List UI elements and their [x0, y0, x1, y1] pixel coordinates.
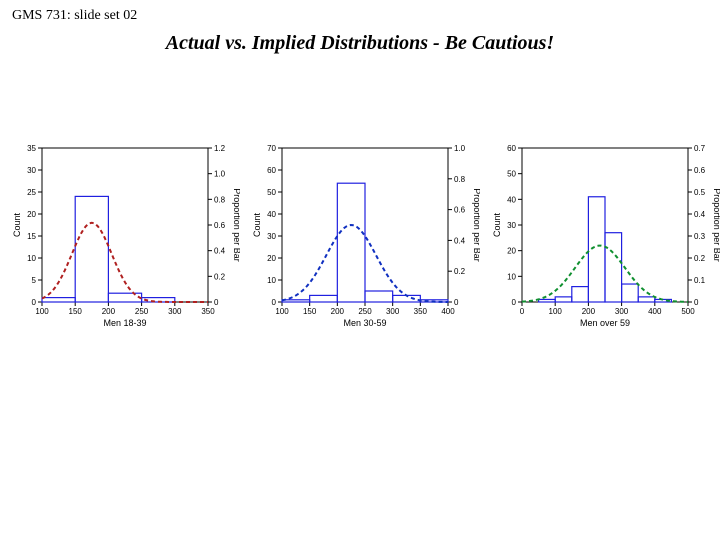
svg-text:30: 30 [27, 166, 36, 175]
svg-text:1.0: 1.0 [214, 170, 226, 179]
svg-text:150: 150 [303, 307, 317, 316]
svg-text:0: 0 [272, 298, 277, 307]
svg-text:0: 0 [512, 298, 517, 307]
svg-text:1.0: 1.0 [454, 144, 466, 153]
svg-text:0.2: 0.2 [694, 254, 706, 263]
svg-text:200: 200 [331, 307, 345, 316]
svg-text:Men over 59: Men over 59 [580, 318, 630, 328]
svg-text:60: 60 [267, 166, 276, 175]
svg-text:40: 40 [507, 195, 516, 204]
svg-text:50: 50 [267, 188, 276, 197]
svg-text:Count: Count [252, 213, 262, 238]
svg-text:70: 70 [267, 144, 276, 153]
svg-text:0.2: 0.2 [214, 272, 226, 281]
svg-text:0: 0 [214, 298, 219, 307]
svg-text:150: 150 [69, 307, 83, 316]
svg-text:300: 300 [386, 307, 400, 316]
svg-text:300: 300 [615, 307, 629, 316]
svg-text:Count: Count [12, 213, 22, 238]
svg-text:0: 0 [520, 307, 525, 316]
svg-text:0.8: 0.8 [454, 175, 466, 184]
svg-text:50: 50 [507, 170, 516, 179]
svg-text:100: 100 [35, 307, 49, 316]
svg-text:0.1: 0.1 [694, 276, 706, 285]
svg-text:0.4: 0.4 [214, 247, 226, 256]
svg-text:0.4: 0.4 [694, 210, 706, 219]
svg-text:0: 0 [32, 298, 37, 307]
svg-text:100: 100 [275, 307, 289, 316]
svg-text:300: 300 [168, 307, 182, 316]
svg-text:0.6: 0.6 [214, 221, 226, 230]
svg-text:25: 25 [27, 188, 36, 197]
svg-text:400: 400 [648, 307, 662, 316]
svg-text:0.6: 0.6 [454, 206, 466, 215]
svg-text:10: 10 [267, 276, 276, 285]
svg-text:60: 60 [507, 144, 516, 153]
svg-text:1.2: 1.2 [214, 144, 226, 153]
svg-text:Men 30-59: Men 30-59 [343, 318, 386, 328]
charts-row: 1001502002503003500510152025303500.20.40… [10, 140, 710, 330]
svg-text:400: 400 [441, 307, 455, 316]
svg-text:350: 350 [414, 307, 428, 316]
svg-text:Proportion per Bar: Proportion per Bar [472, 188, 480, 262]
svg-text:10: 10 [507, 272, 516, 281]
svg-text:250: 250 [358, 307, 372, 316]
svg-text:Proportion per Bar: Proportion per Bar [232, 188, 240, 262]
svg-text:0: 0 [694, 298, 699, 307]
svg-text:200: 200 [102, 307, 116, 316]
svg-text:20: 20 [27, 210, 36, 219]
svg-text:20: 20 [267, 254, 276, 263]
svg-text:0.7: 0.7 [694, 144, 706, 153]
svg-text:0.2: 0.2 [454, 267, 466, 276]
svg-text:Count: Count [492, 213, 502, 238]
svg-text:Men 18-39: Men 18-39 [103, 318, 146, 328]
svg-text:10: 10 [27, 254, 36, 263]
svg-text:5: 5 [32, 276, 37, 285]
svg-text:0.8: 0.8 [214, 195, 226, 204]
slide-header: GMS 731: slide set 02 [12, 8, 137, 24]
svg-text:30: 30 [507, 221, 516, 230]
svg-text:35: 35 [27, 144, 36, 153]
svg-text:0.3: 0.3 [694, 232, 706, 241]
chart-1: 10015020025030035040001020304050607000.2… [250, 140, 480, 330]
svg-text:100: 100 [549, 307, 563, 316]
svg-text:Proportion per Bar: Proportion per Bar [712, 188, 720, 262]
svg-text:20: 20 [507, 247, 516, 256]
svg-text:40: 40 [267, 210, 276, 219]
svg-text:350: 350 [201, 307, 215, 316]
svg-text:30: 30 [267, 232, 276, 241]
slide-title: Actual vs. Implied Distributions - Be Ca… [0, 32, 720, 55]
chart-2: 0100200300400500010203040506000.10.20.30… [490, 140, 720, 330]
svg-text:250: 250 [135, 307, 149, 316]
svg-text:0: 0 [454, 298, 459, 307]
svg-text:0.6: 0.6 [694, 166, 706, 175]
svg-text:500: 500 [681, 307, 695, 316]
svg-text:0.4: 0.4 [454, 236, 466, 245]
svg-text:200: 200 [582, 307, 596, 316]
svg-text:15: 15 [27, 232, 36, 241]
svg-text:0.5: 0.5 [694, 188, 706, 197]
chart-0: 1001502002503003500510152025303500.20.40… [10, 140, 240, 330]
